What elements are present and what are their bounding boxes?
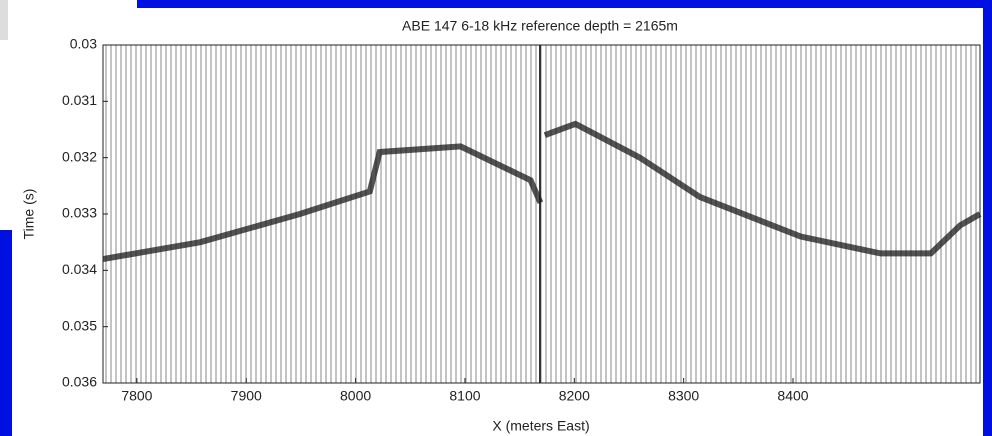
window-edge [0, 0, 8, 40]
y-tick-label: 0.033 [62, 205, 97, 221]
frame-left [0, 230, 12, 436]
y-tick-label: 0.032 [62, 148, 97, 164]
y-tick-label: 0.03 [70, 36, 97, 52]
frame-top [137, 0, 992, 8]
y-tick-label: 0.031 [62, 92, 97, 108]
y-tick-label: 0.036 [62, 374, 97, 390]
x-tick-label: 7800 [121, 388, 152, 404]
y-tick-label: 0.034 [62, 261, 97, 277]
x-tick-label: 8200 [559, 388, 590, 404]
x-tick-label: 8300 [668, 388, 699, 404]
x-tick-label: 8100 [449, 388, 480, 404]
x-tick-label: 7900 [231, 388, 262, 404]
frame-right [983, 0, 992, 436]
x-tick-label: 8400 [777, 388, 808, 404]
y-axis-label: Time (s) [21, 189, 37, 240]
x-axis-label: X (meters East) [492, 418, 589, 434]
x-tick-label: 8000 [340, 388, 371, 404]
horizon [102, 120, 982, 263]
y-tick-label: 0.035 [62, 317, 97, 333]
chart-title: ABE 147 6-18 kHz reference depth = 2165m [402, 18, 678, 34]
plot-area [102, 45, 982, 383]
